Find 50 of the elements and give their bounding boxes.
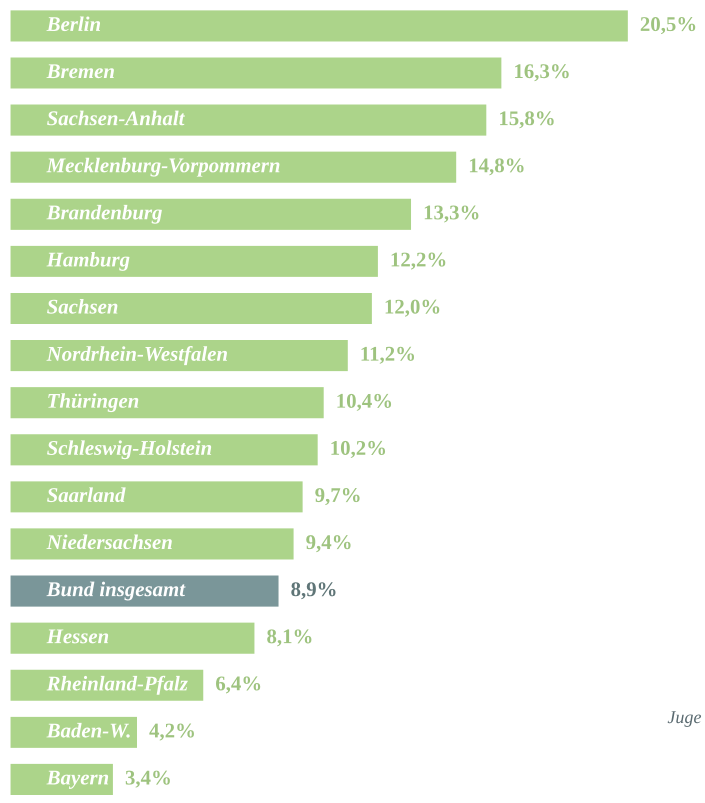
y-tick-label: Thüringen — [48, 393, 138, 412]
data-label: 20,5% — [640, 17, 696, 34]
bar — [10, 387, 324, 418]
data-label: 8,1% — [267, 629, 312, 646]
bar — [10, 57, 502, 89]
y-tick-label: Hessen — [46, 630, 108, 644]
y-tick-label: Brandenburg — [46, 204, 162, 224]
y-tick-label: Schleswig-Holstein — [47, 440, 212, 460]
y-tick-label: Sachsen-Anhalt — [47, 110, 185, 126]
y-tick-label: Bayern — [46, 770, 108, 789]
data-label: 10,4% — [337, 394, 392, 411]
y-tick-label: Rheinland-Pfalz — [46, 676, 188, 695]
y-tick-label: Mecklenburg-Vorpommern — [46, 158, 280, 177]
bar — [10, 764, 113, 795]
bar — [10, 528, 294, 560]
data-label: 6,4% — [216, 676, 260, 694]
data-label: 16,3% — [515, 64, 569, 82]
data-label: 9,4% — [306, 535, 351, 552]
data-label: 15,8% — [500, 111, 554, 128]
data-label: 10,2% — [331, 440, 386, 458]
data-label: 11,2% — [362, 346, 414, 364]
data-label: 9,7% — [315, 488, 360, 506]
y-tick-label: Hamburg — [46, 252, 130, 271]
bar — [10, 104, 486, 136]
bar — [10, 622, 254, 654]
bar — [10, 198, 412, 230]
bar — [10, 292, 372, 324]
data-label: 12,0% — [386, 300, 440, 317]
bar — [10, 434, 318, 466]
data-label: 13,3% — [424, 205, 478, 223]
data-label: 3,4% — [126, 770, 170, 788]
data-label: 14,8% — [470, 158, 524, 176]
y-tick-label: Bremen — [46, 64, 114, 78]
y-tick-label: Nordrhein-Westfalen — [46, 346, 227, 366]
bar — [10, 481, 303, 512]
data-label: 8,9% — [291, 582, 336, 600]
y-tick-label: Sachsen — [47, 299, 118, 314]
bar — [10, 152, 456, 183]
y-tick-label: Saarland — [47, 487, 126, 502]
y-tick-label: Bund insgesamt — [46, 582, 186, 601]
y-tick-label: Baden-W. — [46, 722, 130, 738]
y-tick-label: Niedersachsen — [46, 534, 172, 550]
bar — [10, 576, 279, 607]
bar — [10, 340, 348, 372]
bar — [10, 10, 628, 42]
data-label: 4,2% — [149, 724, 194, 741]
y-tick-label: Berlin — [46, 16, 100, 32]
bar — [10, 246, 378, 277]
text: Juge — [668, 711, 702, 727]
data-label: 12,2% — [392, 252, 446, 270]
